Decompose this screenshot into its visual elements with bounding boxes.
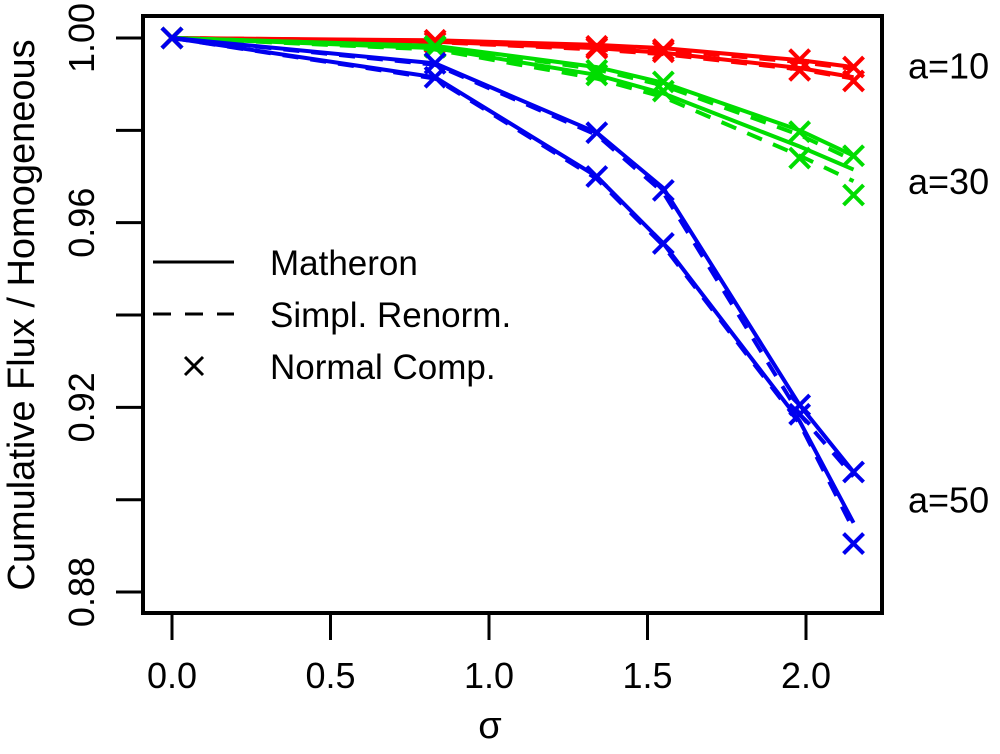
- normal-comp-marker: [788, 402, 812, 426]
- normal-comp-marker: [585, 121, 609, 145]
- normal-comp-marker: [842, 144, 865, 168]
- series-group-a30: [160, 26, 865, 207]
- normal-comp-marker: [160, 26, 184, 50]
- normal-comp-marker: [842, 183, 865, 207]
- normal-comp-marker: [788, 58, 812, 82]
- annotation-a30: a=30: [908, 161, 989, 202]
- x-tick-label: 1.5: [622, 655, 672, 696]
- y-axis: 0.88 0.92 0.96 1.00: [61, 3, 143, 627]
- legend: Matheron Simpl. Renorm. Normal Comp.: [153, 244, 511, 387]
- annotation-a50: a=50: [908, 480, 989, 521]
- normal-comp-marker: [842, 532, 865, 555]
- legend-label-simpl-renorm: Simpl. Renorm.: [270, 296, 511, 335]
- plot-frame: [141, 14, 884, 615]
- annotations: a=10 a=30 a=50: [908, 46, 989, 521]
- series-layer: [160, 26, 865, 555]
- y-tick-label: 0.96: [61, 188, 102, 258]
- simpl-renorm-line: [171, 36, 856, 478]
- normal-comp-marker: [651, 232, 675, 255]
- simpl-renorm-line: [171, 36, 854, 81]
- normal-comp-marker: [842, 69, 865, 93]
- normal-comp-marker: [651, 70, 675, 94]
- legend-label-normal-comp: Normal Comp.: [270, 348, 496, 387]
- normal-comp-marker: [585, 165, 609, 188]
- normal-comp-marker: [788, 146, 812, 170]
- normal-comp-marker: [651, 79, 675, 103]
- x-tick-label: 2.0: [781, 655, 831, 696]
- y-tick-label: 1.00: [61, 3, 102, 73]
- simpl-renorm-line: [171, 36, 856, 531]
- legend-cross-icon: [183, 355, 205, 377]
- x-tick-label: 1.0: [464, 655, 514, 696]
- matheron-line: [171, 36, 856, 474]
- normal-comp-marker: [585, 63, 609, 87]
- series-group-a50: [160, 26, 865, 555]
- simpl-renorm-line: [171, 36, 854, 71]
- x-tick-label: 0.5: [305, 655, 355, 696]
- x-tick-label: 0.0: [147, 655, 197, 696]
- normal-comp-marker: [842, 460, 865, 484]
- y-axis-title: Cumulative Flux / Homogeneous: [1, 39, 43, 590]
- annotation-a10: a=10: [908, 46, 989, 87]
- normal-comp-marker: [788, 120, 812, 144]
- normal-comp-marker: [585, 36, 609, 60]
- simpl-renorm-line: [171, 36, 855, 183]
- normal-comp-marker: [423, 65, 447, 89]
- normal-comp-marker: [651, 40, 675, 64]
- x-axis: 0.0 0.5 1.0 1.5 2.0: [147, 613, 831, 696]
- normal-comp-marker: [651, 178, 675, 202]
- x-axis-title: σ: [478, 705, 501, 747]
- y-tick-label: 0.92: [61, 372, 102, 442]
- y-tick-label: 0.88: [61, 557, 102, 627]
- legend-label-matheron: Matheron: [270, 244, 418, 283]
